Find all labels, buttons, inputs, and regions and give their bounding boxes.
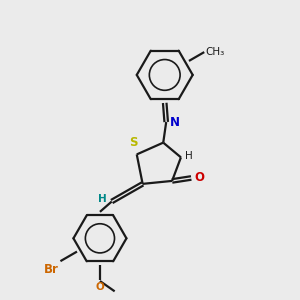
Text: Br: Br (44, 262, 59, 276)
Text: O: O (194, 172, 204, 184)
Text: N: N (170, 116, 180, 129)
Text: O: O (96, 282, 104, 292)
Text: CH₃: CH₃ (206, 47, 225, 57)
Text: H: H (185, 151, 193, 161)
Text: H: H (98, 194, 106, 204)
Text: S: S (130, 136, 138, 149)
